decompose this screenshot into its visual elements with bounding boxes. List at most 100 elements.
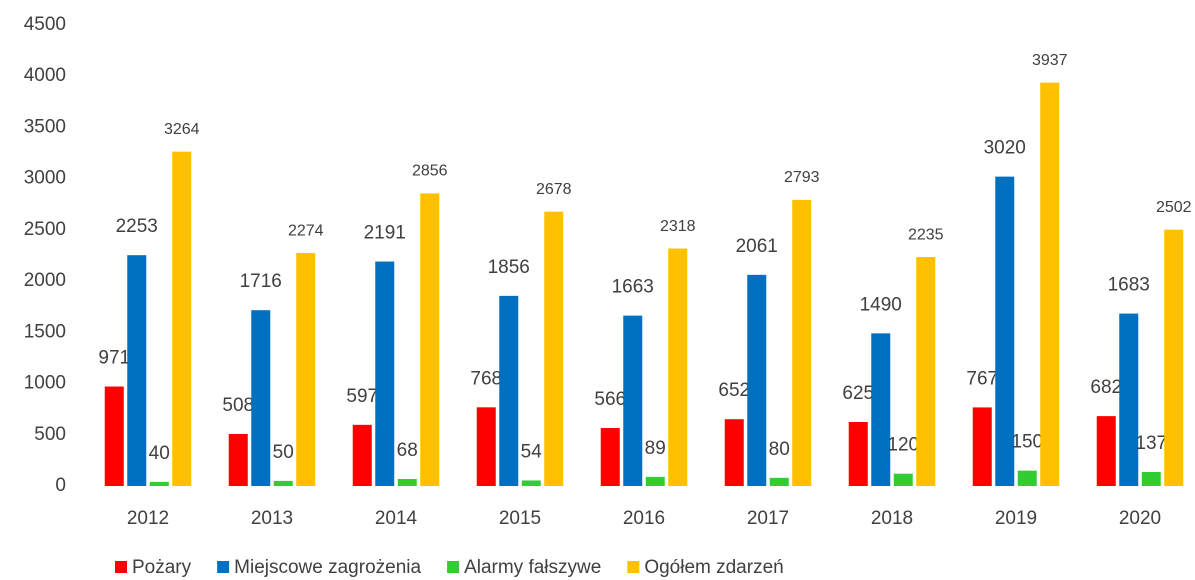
- bar: [1017, 470, 1037, 486]
- bar: [848, 421, 868, 486]
- data-label: 2235: [908, 226, 944, 243]
- bar: [352, 424, 372, 486]
- data-label: 89: [645, 438, 666, 459]
- data-label: 767: [966, 368, 998, 389]
- data-label: 2318: [660, 218, 696, 235]
- bar: [600, 428, 620, 486]
- bar: [1040, 82, 1060, 487]
- bar: [871, 333, 891, 486]
- bar: [724, 419, 744, 486]
- data-label: 2274: [288, 222, 324, 239]
- x-tick-label: 2020: [1119, 508, 1161, 529]
- bar: [296, 253, 316, 486]
- y-tick-label: 1500: [24, 321, 66, 342]
- legend-swatch: [217, 561, 230, 573]
- data-label: 566: [594, 389, 626, 410]
- data-label: 625: [842, 383, 874, 404]
- data-label: 80: [769, 439, 790, 460]
- bar: [420, 193, 440, 486]
- bar: [104, 386, 124, 486]
- y-tick-label: 1000: [24, 373, 66, 394]
- data-label: 971: [98, 348, 130, 369]
- bar: [1164, 229, 1184, 486]
- bar: [623, 315, 643, 486]
- data-label: 3264: [164, 121, 200, 138]
- legend-label: Pożary: [132, 557, 192, 578]
- data-label: 40: [149, 443, 170, 464]
- bar: [995, 176, 1015, 486]
- bar: [251, 310, 271, 486]
- bar: [916, 257, 936, 486]
- data-label: 137: [1135, 433, 1167, 454]
- bar: [149, 481, 169, 486]
- x-tick-label: 2012: [127, 508, 169, 529]
- bar: [521, 480, 541, 486]
- bar: [792, 199, 812, 486]
- x-tick-label: 2019: [995, 508, 1037, 529]
- bar: [1119, 313, 1139, 486]
- y-tick-label: 0: [55, 475, 66, 496]
- x-tick-label: 2013: [251, 508, 293, 529]
- data-label: 652: [718, 380, 750, 401]
- data-label: 150: [1011, 432, 1043, 453]
- bar: [228, 433, 248, 486]
- data-label: 2061: [736, 236, 778, 257]
- x-tick-label: 2017: [747, 508, 789, 529]
- data-label: 2678: [536, 181, 572, 198]
- bar: [747, 274, 767, 486]
- bar: [972, 407, 992, 486]
- bar: [476, 407, 496, 486]
- bar: [769, 477, 789, 486]
- data-label: 2793: [784, 169, 820, 186]
- y-tick-label: 500: [34, 424, 66, 445]
- data-label: 2502: [1156, 199, 1192, 216]
- bar: [645, 476, 665, 486]
- data-label: 1856: [488, 257, 530, 278]
- data-label: 3020: [984, 138, 1026, 159]
- data-label: 120: [887, 435, 919, 456]
- bar: [172, 151, 192, 486]
- bar: [273, 480, 293, 486]
- y-tick-label: 2000: [24, 270, 66, 291]
- x-tick-label: 2016: [623, 508, 665, 529]
- legend-swatch: [627, 561, 640, 573]
- data-label: 54: [521, 441, 543, 462]
- x-tick-label: 2018: [871, 508, 913, 529]
- data-label: 68: [397, 440, 418, 461]
- bar: [499, 295, 519, 486]
- bar: [893, 473, 913, 486]
- bar: [544, 211, 564, 486]
- data-label: 768: [470, 368, 502, 389]
- data-label: 1663: [612, 277, 654, 298]
- y-tick-label: 3500: [24, 116, 66, 137]
- x-tick-label: 2014: [375, 508, 418, 529]
- y-tick-label: 4000: [24, 65, 66, 86]
- y-tick-label: 2500: [24, 219, 66, 240]
- legend-label: Alarmy fałszywe: [464, 557, 601, 578]
- bar: [375, 261, 395, 486]
- legend-swatch: [115, 561, 127, 573]
- data-label: 50: [273, 442, 294, 463]
- data-label: 2253: [116, 216, 158, 237]
- legend-swatch: [447, 561, 460, 573]
- data-label: 2856: [412, 163, 448, 180]
- data-label: 1683: [1108, 275, 1150, 296]
- data-label: 1490: [860, 294, 902, 315]
- bar: [1141, 471, 1161, 486]
- y-tick-label: 4500: [24, 14, 66, 35]
- data-label: 2191: [364, 223, 406, 244]
- bar: [668, 248, 688, 486]
- legend-label: Ogółem zdarzeń: [644, 557, 783, 578]
- data-label: 1716: [240, 271, 282, 292]
- bar: [127, 255, 147, 486]
- x-tick-label: 2015: [499, 508, 541, 529]
- bar: [1096, 416, 1116, 486]
- data-label: 597: [346, 386, 378, 407]
- y-tick-label: 3000: [24, 168, 66, 189]
- data-label: 508: [222, 395, 254, 416]
- data-label: 682: [1090, 377, 1122, 398]
- data-label: 3937: [1032, 52, 1068, 69]
- legend-label: Miejscowe zagrożenia: [234, 557, 421, 578]
- bar: [397, 479, 417, 486]
